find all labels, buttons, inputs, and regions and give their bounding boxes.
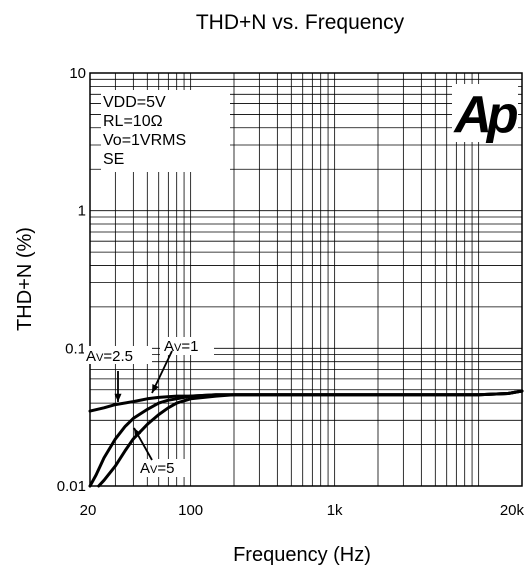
y-axis-label: THD+N (%) [14,227,36,331]
annotation-arrowhead [114,393,122,402]
y-tick-label: 1 [78,203,86,220]
annotation-arrowhead [152,384,159,393]
curves [88,389,524,488]
annotation-arrowhead [134,428,142,437]
annotation-subscript: V [174,342,182,354]
annotation-a: A [86,348,96,365]
y-tick-label: 0.1 [65,340,86,357]
annotation-3: AV=5 [133,427,190,477]
annotation-background [138,459,190,477]
annotation-a: A [164,338,174,355]
x-tick-label: 20 [80,502,97,519]
annotation-value: =2.5 [103,348,133,365]
annotation-value: =5 [157,460,174,477]
annotation-label: AV=1 [164,338,198,355]
y-tick-label: 10 [69,65,86,82]
annotation-subscript: V [150,464,158,476]
logo-text: Ap [452,86,518,144]
condition-vo: Vo=1VRMS [103,132,186,149]
x-tick-label: 100 [178,502,203,519]
annotation-label: AV=2.5 [86,348,133,365]
annotation-background [84,346,152,364]
condition-load: RL=10Ω [103,113,163,130]
x-axis-label: Frequency (Hz) [233,544,371,566]
x-tick-label: 20k [500,502,525,519]
chart-title: THD+N vs. Frequency [196,11,405,34]
annotation-2: AV=2.5 [84,346,152,402]
annotations: AV=1AV=2.5AV=5 [84,337,214,477]
tick-labels: 20 100 1k 20k 0.01 0.1 1 10 [57,65,525,519]
annotation-subscript: V [96,352,104,364]
condition-mode: SE [103,151,124,168]
series-line-3 [97,389,524,488]
condition-vdd: VDD=5V [103,94,166,111]
ap-logo: Ap [452,84,523,144]
y-tick-label: 0.01 [57,478,86,495]
annotation-background [160,337,214,355]
x-tick-label: 1k [327,502,343,519]
annotation-label: AV=5 [140,460,174,477]
logo-background [452,84,518,142]
conditions-background [101,90,230,172]
annotation-1: AV=1 [151,337,214,394]
plot-frame [89,72,523,487]
annotation-value: =1 [181,338,198,355]
annotation-a: A [140,460,150,477]
conditions-box: VDD=5V RL=10Ω Vo=1VRMS SE [101,90,230,172]
